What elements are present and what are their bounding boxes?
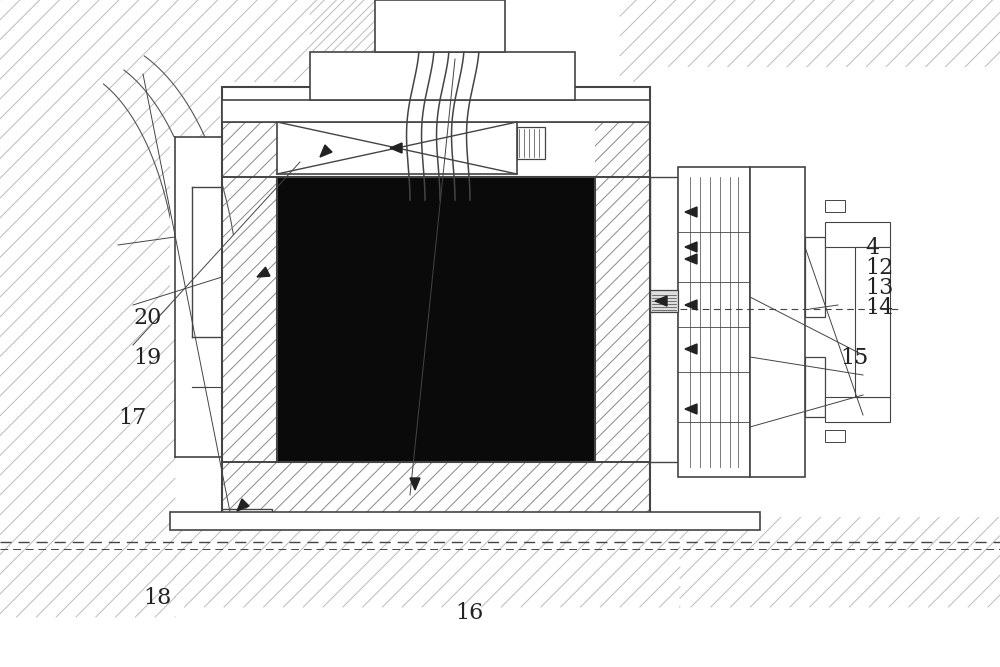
Bar — [825, 222, 890, 247]
Text: 15: 15 — [840, 347, 868, 369]
Polygon shape — [685, 344, 697, 354]
Bar — [825, 430, 845, 442]
Bar — [650, 177, 678, 462]
Polygon shape — [685, 300, 697, 310]
Text: 14: 14 — [865, 297, 893, 319]
Bar — [170, 512, 760, 530]
Bar — [310, 52, 575, 100]
Bar — [277, 112, 595, 177]
Bar — [825, 397, 890, 422]
Bar — [170, 137, 222, 337]
Polygon shape — [685, 404, 697, 414]
Bar — [222, 177, 277, 462]
Polygon shape — [685, 207, 697, 217]
Text: 20: 20 — [133, 307, 161, 329]
Polygon shape — [685, 254, 697, 264]
Bar — [220, 82, 650, 517]
Text: 19: 19 — [133, 347, 161, 369]
Bar — [222, 122, 650, 177]
Polygon shape — [685, 242, 697, 252]
Bar — [277, 177, 595, 462]
Bar — [375, 0, 505, 52]
Polygon shape — [655, 296, 667, 306]
Bar — [222, 100, 650, 122]
Text: 12: 12 — [865, 257, 893, 279]
Bar — [650, 290, 678, 312]
Text: 17: 17 — [118, 407, 146, 429]
Bar — [805, 357, 825, 417]
Text: 4: 4 — [865, 237, 879, 259]
Bar — [277, 122, 517, 174]
Bar — [678, 167, 750, 477]
Bar — [595, 177, 650, 462]
Bar — [222, 509, 272, 519]
Bar — [855, 247, 890, 397]
Polygon shape — [410, 478, 420, 490]
Text: 16: 16 — [455, 602, 483, 624]
Bar — [750, 167, 805, 477]
Polygon shape — [390, 143, 402, 153]
Bar — [222, 462, 650, 517]
Bar — [222, 87, 650, 517]
Text: 18: 18 — [143, 587, 171, 609]
Bar — [517, 127, 545, 159]
Text: 13: 13 — [865, 277, 893, 299]
Bar — [650, 67, 1000, 517]
Polygon shape — [257, 267, 270, 277]
Polygon shape — [237, 499, 249, 511]
Bar — [805, 237, 825, 317]
Polygon shape — [320, 145, 332, 157]
Bar — [825, 200, 845, 212]
